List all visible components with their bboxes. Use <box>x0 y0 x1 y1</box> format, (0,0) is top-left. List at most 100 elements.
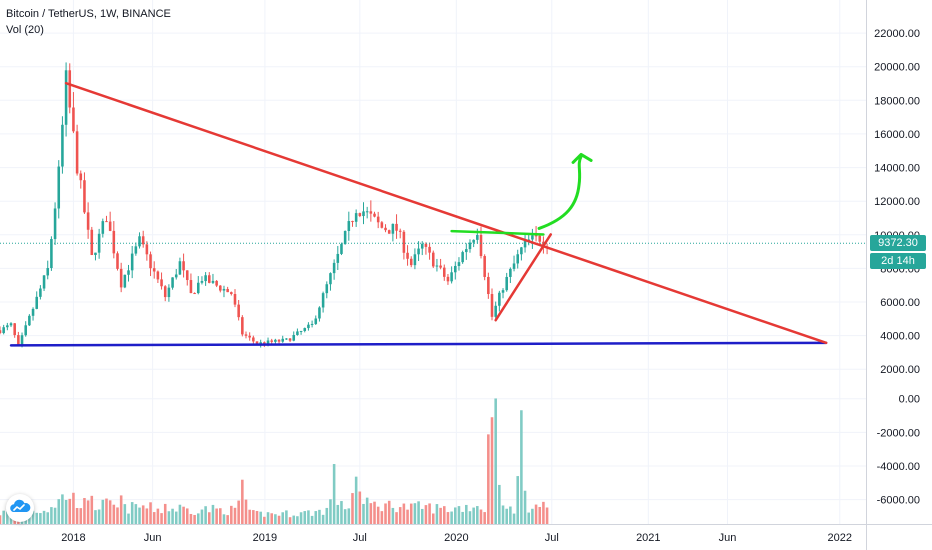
resistance-line <box>452 231 544 234</box>
candle-body <box>414 254 417 265</box>
volume-bar <box>83 498 86 524</box>
candle-body <box>91 230 94 255</box>
volume-bar <box>274 514 277 524</box>
time-tick-label: Jul <box>545 532 559 544</box>
symbol-title[interactable]: Bitcoin / TetherUS, 1W, BINANCE <box>6 6 171 22</box>
candle-body <box>0 330 1 333</box>
candle-body <box>127 270 130 274</box>
volume-bar <box>292 516 295 524</box>
candle-body <box>432 253 435 267</box>
volume-bar <box>370 503 373 524</box>
volume-bar <box>102 500 105 524</box>
candle-body <box>296 331 299 335</box>
candle-body <box>94 253 97 255</box>
candle-body <box>179 261 182 274</box>
candle-body <box>83 180 86 212</box>
candle-body <box>131 254 134 271</box>
volume-bar <box>491 417 494 524</box>
volume-indicator-label[interactable]: Vol (20) <box>6 22 171 38</box>
price-tick-label: 22000.00 <box>874 28 920 40</box>
price-tick-label: 2000.00 <box>880 364 920 376</box>
volume-bar <box>417 501 420 524</box>
volume-bar <box>157 509 160 524</box>
volume-bar <box>267 512 270 524</box>
volume-bar <box>377 507 380 524</box>
candle-body <box>535 235 538 236</box>
candle-body <box>241 317 244 334</box>
drawings[interactable] <box>0 83 866 345</box>
candle-body <box>87 212 90 229</box>
price-tick-label: 6000.00 <box>880 297 920 309</box>
volume-bars <box>0 398 548 524</box>
candle-body <box>311 324 314 325</box>
candle-body <box>234 294 237 305</box>
candle-body <box>520 247 523 254</box>
volume-bar <box>428 503 431 524</box>
candle-body <box>337 254 340 263</box>
candle-body <box>292 335 295 341</box>
candle-body <box>516 254 519 263</box>
volume-bar <box>285 510 288 524</box>
candle-body <box>274 340 277 342</box>
candle-body <box>252 337 255 341</box>
volume-bar <box>98 509 101 524</box>
candle-body <box>307 325 310 328</box>
volume-bar <box>355 477 358 524</box>
candle-body <box>447 277 450 281</box>
volume-bar <box>454 507 457 524</box>
candle-body <box>340 244 343 254</box>
volume-bar <box>318 510 321 524</box>
volume-bar <box>458 506 461 524</box>
candle-body <box>208 275 211 283</box>
candle-body <box>439 266 442 268</box>
candle-body <box>24 325 27 335</box>
candle-body <box>366 211 369 212</box>
candle-body <box>505 277 508 290</box>
candle-body <box>124 275 127 288</box>
volume-bar <box>410 504 413 524</box>
cloud-logo-icon[interactable] <box>6 494 34 522</box>
candle-body <box>105 221 108 222</box>
candle-body <box>223 289 226 291</box>
volume-bar <box>226 515 229 524</box>
volume-bar <box>219 508 222 524</box>
time-tick-label: Jun <box>144 532 162 544</box>
candle-body <box>454 266 457 272</box>
support-line <box>11 343 826 346</box>
volume-bar <box>480 510 483 524</box>
candle-body <box>465 249 468 252</box>
volume-bar <box>256 511 259 524</box>
candle-body <box>270 340 273 341</box>
volume-bar <box>520 410 523 524</box>
price-tick-label: 18000.00 <box>874 95 920 107</box>
volume-bar <box>487 434 490 524</box>
candle-body <box>417 249 420 255</box>
volume-bar <box>443 506 446 524</box>
candle-body <box>531 235 534 239</box>
volume-bar <box>72 493 75 524</box>
candle-body <box>303 328 306 331</box>
volume-bar <box>392 508 395 524</box>
candle-body <box>318 307 321 318</box>
volume-bar <box>65 500 68 524</box>
volume-bar <box>79 508 82 524</box>
candle-body <box>6 325 9 327</box>
volume-bar <box>135 504 138 524</box>
volume-bar <box>241 480 244 524</box>
volume-bar <box>94 510 97 524</box>
volume-bar <box>395 512 398 524</box>
candle-body <box>113 231 116 253</box>
volume-bar <box>208 512 211 524</box>
time-tick-label: 2018 <box>61 532 85 544</box>
candle-body <box>483 256 486 277</box>
volume-bar <box>146 508 149 524</box>
volume-bar <box>527 513 530 524</box>
candle-body <box>109 222 112 231</box>
volume-bar <box>39 513 42 524</box>
candle-body <box>285 338 288 339</box>
volume-bar <box>344 509 347 524</box>
volume-bar <box>542 502 545 524</box>
volume-bar <box>186 508 189 524</box>
